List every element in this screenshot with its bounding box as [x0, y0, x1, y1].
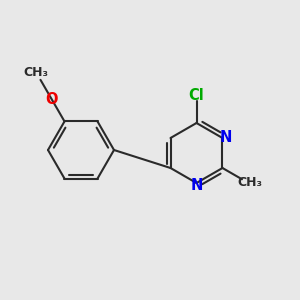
Text: N: N — [220, 130, 232, 146]
Text: CH₃: CH₃ — [237, 176, 262, 190]
Text: N: N — [190, 178, 203, 194]
Text: Cl: Cl — [189, 88, 204, 103]
Text: CH₃: CH₃ — [23, 66, 49, 79]
Text: O: O — [46, 92, 58, 107]
